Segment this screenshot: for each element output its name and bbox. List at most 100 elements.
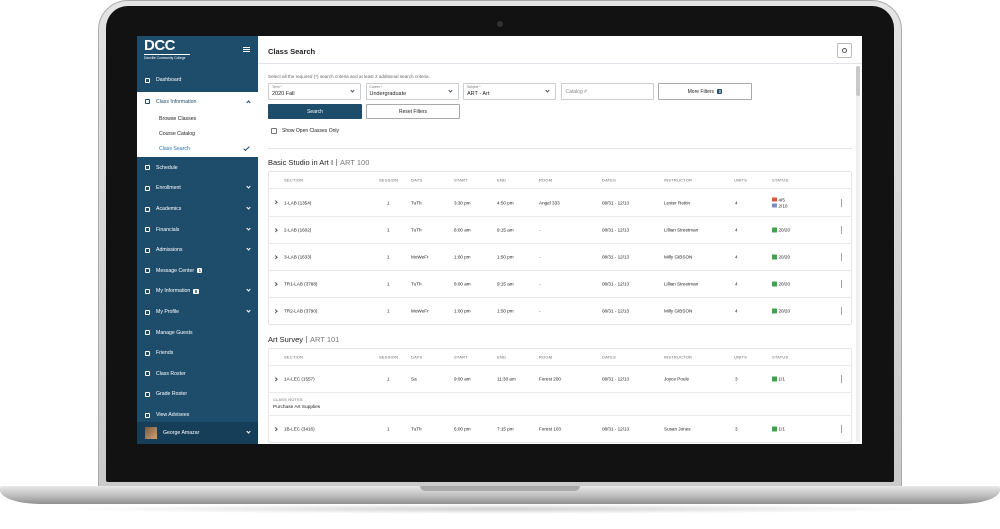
table-cell: TuTh <box>411 227 422 233</box>
table-cell: 08/31 - 12/13 <box>602 200 630 205</box>
nav-item[interactable]: Academics <box>137 199 258 220</box>
table-cell: 08/31 - 12/13 <box>602 254 630 260</box>
row-menu[interactable] <box>841 425 842 433</box>
status-icon <box>772 203 777 208</box>
search-button[interactable]: Search <box>268 104 362 119</box>
nav-icon <box>145 371 150 377</box>
table-cell: Lillian Streetman <box>664 227 699 233</box>
nav-item[interactable]: My Profile <box>137 302 258 323</box>
class-row[interactable]: 3-LAB (1633) 1 MoWeFr 1:00 pm 1:50 pm - 08/31 … <box>269 243 851 270</box>
table-cell: 3:30 pm <box>454 200 471 205</box>
nav-item[interactable]: Course Catalog <box>137 127 258 142</box>
nav-label: Manage Guests <box>156 329 193 336</box>
nav-icon <box>145 99 150 105</box>
nav-icon <box>145 330 150 336</box>
select-field[interactable]: Career * Undergraduate <box>365 83 459 100</box>
table-cell: 08/31 - 12/13 <box>602 426 630 432</box>
nav-item[interactable]: Class Search <box>137 142 258 157</box>
class-row[interactable]: TR1-LAB (3788) 1 TuTh 8:00 am 9:15 am - 08/31 … <box>269 270 851 297</box>
row-menu[interactable] <box>841 375 842 383</box>
separator <box>336 159 338 166</box>
expand-arrow <box>273 282 278 287</box>
table-cell: 4 <box>735 227 738 233</box>
class-notes: CLASS NOTES Purchase Art Supplies <box>269 392 851 415</box>
column-header: INSTRUCTOR <box>664 177 693 183</box>
table-cell: MoWeFr <box>411 308 429 314</box>
status-icon <box>772 227 777 233</box>
select-field[interactable]: Catalog # <box>560 83 654 100</box>
class-row[interactable]: TR2-LAB (3790) 1 MoWeFr 1:00 pm 1:50 pm - 08/3… <box>269 297 851 324</box>
table-cell: 4:50 pm <box>497 200 514 205</box>
nav-item[interactable]: Browse Classes <box>137 112 258 127</box>
select-field[interactable]: Term * 2020 Fall <box>268 83 361 100</box>
column-header: START <box>454 177 468 183</box>
nav-item[interactable]: Friends <box>137 343 258 364</box>
status-text: 2/10 <box>778 203 788 208</box>
table-cell: 08/31 - 12/13 <box>602 376 630 382</box>
nav-item[interactable]: Class Roster <box>137 364 258 385</box>
row-menu[interactable] <box>841 280 842 288</box>
nav-icon <box>145 227 150 233</box>
class-row[interactable]: 1A-LEC (1557) 1 Sa 9:00 am 11:30 am Forest 20… <box>269 365 851 392</box>
chevron <box>545 88 550 93</box>
screen: DCC Danville Community College George Am… <box>137 36 862 444</box>
nav-item[interactable]: Grade Roster <box>137 384 258 405</box>
status-text: 20/20 <box>778 308 791 314</box>
row-menu[interactable] <box>841 253 842 261</box>
course-heading: Basic Studio in Art I ART 100 <box>268 158 369 167</box>
row-menu[interactable] <box>841 307 842 315</box>
column-header: STATUS <box>772 177 789 183</box>
class-row[interactable]: 1B-LEC (3416) 1 TuTh 6:00 pm 7:15 pm Forest 1… <box>269 415 851 442</box>
table-cell: 9:15 am <box>497 281 514 287</box>
nav-item[interactable]: My Information 8 <box>137 281 258 302</box>
row-menu[interactable] <box>841 199 842 206</box>
column-header: END <box>497 354 507 360</box>
main-content: Class Search Select all the required (*)… <box>258 36 862 444</box>
reset-button[interactable]: Reset Filters <box>366 104 460 119</box>
status-icon <box>772 426 777 432</box>
table-cell: 1-LAB (1354) <box>284 200 312 205</box>
class-row[interactable]: 2-LAB (1602) 1 TuTh 8:00 am 9:15 am - 08/31 - … <box>269 216 851 243</box>
table-cell: 08/31 - 12/13 <box>602 281 630 287</box>
chevron <box>246 226 251 231</box>
settings-button[interactable] <box>837 43 852 58</box>
chevron <box>246 205 251 210</box>
class-row[interactable]: 1-LAB (1354) 1 TuTh 3:30 pm 4:50 pm Angel 333… <box>269 188 851 216</box>
table-cell: 1:50 pm <box>497 254 514 260</box>
nav-item[interactable]: Financials <box>137 219 258 240</box>
user-name: George Amazar <box>163 430 200 436</box>
field-label: Career * <box>369 85 383 89</box>
select-field[interactable]: Subject * ART - Art <box>463 83 556 100</box>
status-text: 1/1 <box>778 426 785 432</box>
nav-icon <box>145 185 150 191</box>
column-header: SESSION <box>379 177 399 183</box>
nav-item[interactable]: Manage Guests <box>137 322 258 343</box>
nav-label: Class Roster <box>156 370 186 377</box>
status-icon <box>772 376 777 382</box>
nav-item[interactable]: Message Center 1 <box>137 261 258 282</box>
logo[interactable]: DCC <box>144 37 176 54</box>
field-label: Term * <box>272 85 282 89</box>
chevron <box>246 246 251 251</box>
expand-arrow <box>273 427 278 432</box>
user-menu[interactable]: George Amazar <box>137 422 258 444</box>
nav-item[interactable]: Enrollment <box>137 178 258 199</box>
nav-icon <box>145 77 150 83</box>
table-cell: Forest 103 <box>539 426 561 432</box>
more-filters-button[interactable]: More Filters 3 <box>658 83 752 100</box>
table-cell: - <box>539 254 541 260</box>
class-table: SECTION SESSION DAYS START END ROOM DATES INSTR… <box>268 171 852 325</box>
nav-item[interactable]: Class Information <box>137 92 258 112</box>
nav-item[interactable]: View Advisees <box>137 405 258 426</box>
nav-item[interactable]: Schedule <box>137 158 258 179</box>
column-header: DAYS <box>411 177 423 183</box>
nav-item[interactable]: Admissions <box>137 240 258 261</box>
table-cell: - <box>539 227 541 233</box>
nav-item[interactable]: Dashboard <box>137 70 258 91</box>
menu-toggle[interactable] <box>243 47 250 52</box>
table-cell: Joyce Poule <box>664 376 690 382</box>
status-text: 1/1 <box>778 376 785 382</box>
nav-icon <box>145 247 150 253</box>
row-menu[interactable] <box>841 226 842 234</box>
checkbox[interactable] <box>271 128 277 134</box>
